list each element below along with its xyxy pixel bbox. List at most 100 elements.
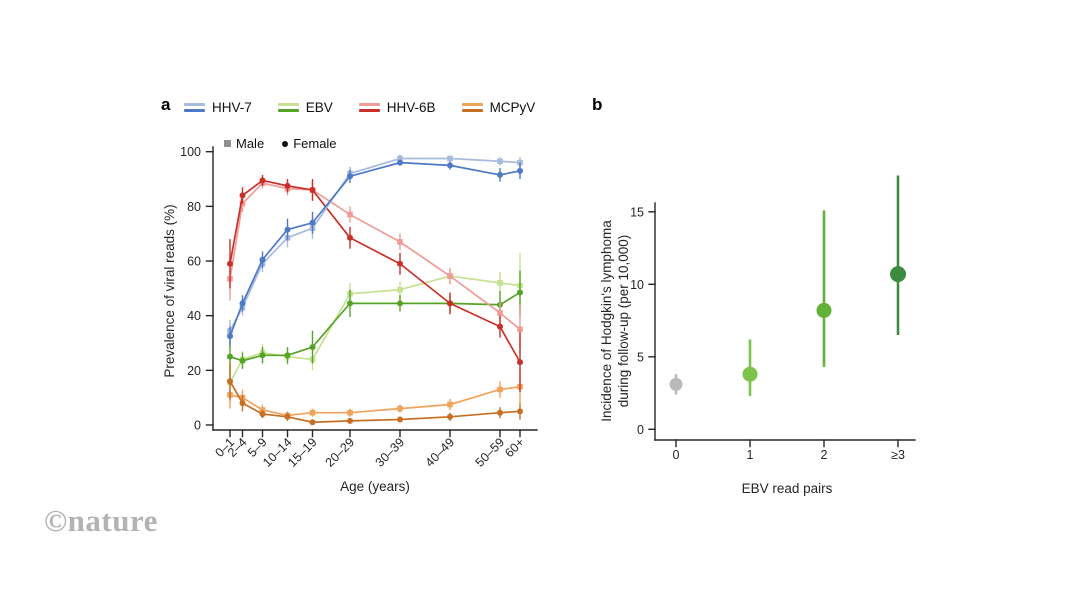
circle-marker [259,256,266,263]
circle-marker [397,260,403,267]
circle-marker [497,171,503,178]
circle-marker [284,226,291,233]
a-y-tick-label: 40 [187,309,201,323]
sex-legend: Male Female [224,136,337,151]
square-marker [497,386,503,393]
square-marker [397,286,403,293]
b-y-axis-title: Incidence of Hodgkin's lymphoma [599,220,614,422]
circle-marker [284,182,291,189]
a-x-tick-label: 30–39 [373,435,408,470]
square-marker [447,273,453,279]
circle-marker [397,159,403,166]
series-mcpyv-male [227,370,523,420]
circle-marker [284,413,291,420]
panel-b-chart: 0 5 10 15 0 1 2 ≥3 EBV read pairs Incidence of Ho… [599,175,916,496]
circle-marker [397,300,403,307]
circle-marker [347,234,353,241]
point-marker [890,266,906,283]
circle-marker [227,353,233,360]
square-marker [397,155,403,162]
circle-marker [284,352,291,359]
series-line [229,275,521,384]
square-marker [447,401,453,408]
circle-marker [227,378,233,385]
female-circle-icon [282,140,289,147]
circle-marker [347,173,353,180]
a-x-tick-label: 40–49 [423,435,458,470]
panel-b-label: b [592,95,603,114]
circle-marker [309,344,316,351]
mcpyv-line-swatch [461,103,483,112]
circle-marker [227,333,233,340]
square-marker [347,211,353,218]
series-line [229,161,521,337]
square-marker [497,158,503,165]
square-marker [497,280,503,286]
point-marker [669,377,683,391]
b-y-tick-label: 15 [630,205,644,219]
legend-item-ebv: EBV [277,100,333,115]
b-y-axis-title: during follow-up (per 10,000) [616,235,631,408]
series-hhv-7-female [227,159,523,346]
square-marker [397,239,403,245]
a-y-tick-label: 20 [187,364,201,378]
circle-marker [259,411,266,418]
series-line [229,182,521,331]
circle-marker [239,400,246,407]
circle-marker [517,167,523,174]
circle-marker [517,408,523,415]
ebv-line-swatch [277,103,299,112]
b-x-tick-label: 2 [821,448,828,462]
legend-label: HHV-7 [212,100,252,115]
series-line [229,179,521,363]
a-y-axis-title: Prevalence of viral reads (%) [162,204,177,377]
a-y-tick-label: 80 [187,200,201,214]
b-point-1 [742,339,758,396]
circle-marker [447,162,453,169]
b-point-2 [816,210,832,367]
a-x-tick-label: 20–29 [323,435,358,470]
b-x-axis-title: EBV read pairs [742,481,833,496]
b-point-0 [669,374,683,395]
b-x-tick-label: ≥3 [891,448,905,462]
square-marker [309,409,316,416]
circle-marker [239,357,246,364]
circle-marker [239,300,246,307]
series-line [229,380,521,424]
b-y-tick-label: 10 [630,278,644,292]
b-y-tick-label: 5 [637,350,644,364]
series-line [229,291,521,362]
series-hhv-6b-male [227,177,523,354]
b-y-tick-label: 0 [637,423,644,437]
circle-marker [259,177,266,184]
circle-marker [447,413,453,420]
circle-marker [259,352,266,359]
series-hhv-6b-female [227,174,523,393]
circle-marker [497,409,503,416]
virus-legend: HHV-7 EBV HHV-6B MCPyV [184,100,535,115]
a-x-axis-title: Age (years) [340,479,410,494]
a-y-tick-label: 0 [194,419,201,433]
series-mcpyv-female [227,362,523,426]
circle-marker [239,192,246,199]
legend-item-female: Female [282,136,337,151]
a-y-tick-label: 100 [180,145,201,159]
hhv6b-line-swatch [358,103,380,112]
circle-marker [347,300,353,307]
square-marker [447,155,453,162]
circle-marker [447,300,453,307]
legend-item-mcpyv: MCPyV [461,100,535,115]
circle-marker [309,186,316,193]
a-y-tick-label: 60 [187,255,201,269]
point-marker [742,366,758,382]
b-point-3 [890,175,906,336]
circle-marker [309,219,316,226]
a-x-tick-label: 60+ [502,435,527,460]
circle-marker [517,289,523,296]
series-line [229,385,521,417]
circle-marker [397,416,403,423]
legend-label: HHV-6B [386,100,436,115]
a-x-tick-label: 15–19 [285,435,320,470]
legend-label: EBV [305,100,333,115]
